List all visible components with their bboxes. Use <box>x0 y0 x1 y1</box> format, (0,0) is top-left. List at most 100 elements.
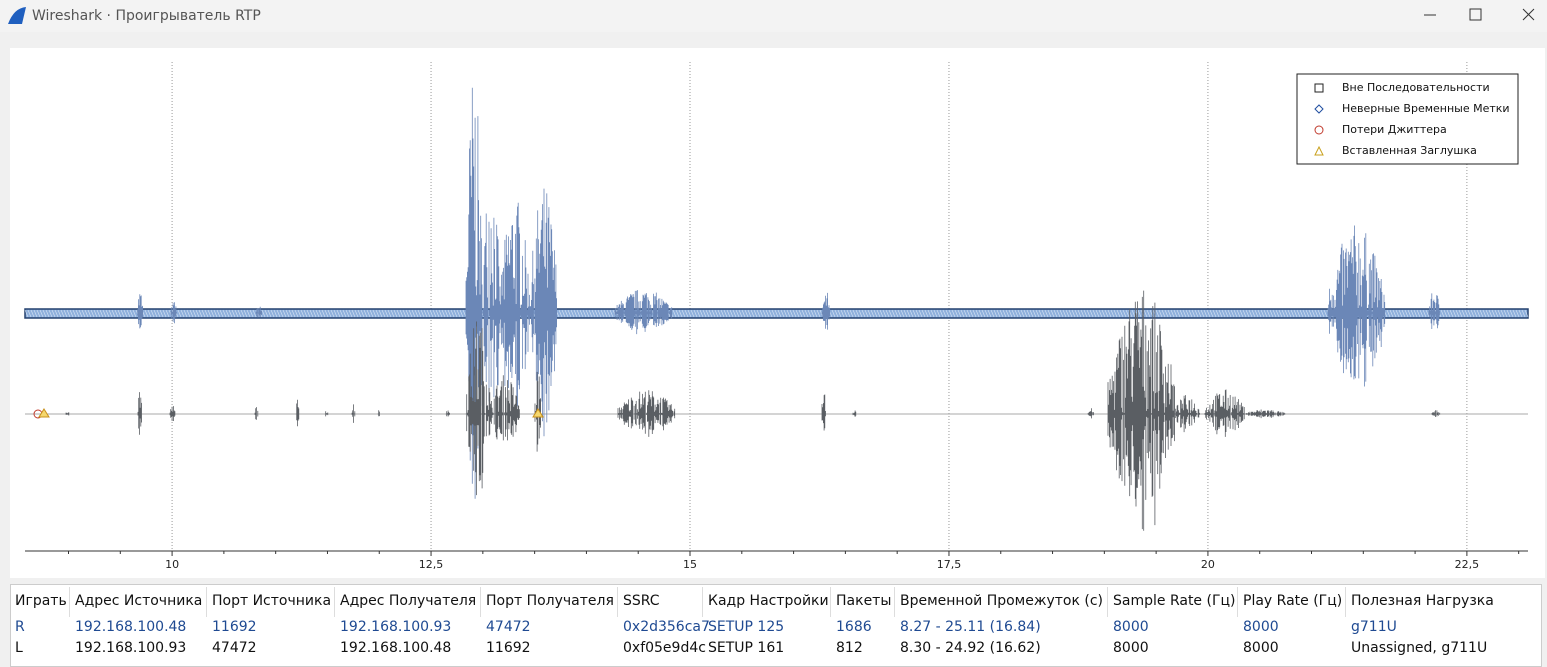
band-hatch <box>1251 309 1256 318</box>
column-header[interactable]: SSRC <box>623 593 660 609</box>
band-hatch <box>867 309 872 318</box>
band-hatch <box>252 309 257 318</box>
band-hatch <box>1167 309 1172 318</box>
column-separator <box>617 587 618 617</box>
band-hatch <box>1245 309 1250 318</box>
band-hatch <box>366 309 371 318</box>
band-hatch <box>558 309 563 318</box>
band-hatch <box>1038 309 1043 318</box>
band-hatch <box>918 309 923 318</box>
column-header[interactable]: Адрес Получателя <box>340 593 477 609</box>
band-hatch <box>1305 309 1310 318</box>
column-separator <box>830 587 831 617</box>
table-cell[interactable]: L <box>15 640 23 656</box>
band-hatch <box>1041 309 1046 318</box>
band-hatch <box>570 309 575 318</box>
band-hatch <box>1017 309 1022 318</box>
x-tick-label: 22,5 <box>1455 558 1480 571</box>
band-hatch <box>603 309 608 318</box>
band-hatch <box>588 309 593 318</box>
band-hatch <box>132 309 137 318</box>
band-hatch <box>1521 309 1526 318</box>
band-hatch <box>267 309 272 318</box>
band-hatch <box>840 309 845 318</box>
band-hatch <box>939 309 944 318</box>
column-header[interactable]: Play Rate (Гц) <box>1243 593 1343 609</box>
band-hatch <box>441 309 446 318</box>
band-hatch <box>306 309 311 318</box>
band-hatch <box>48 309 53 318</box>
band-hatch <box>1008 309 1013 318</box>
column-header[interactable]: Порт Источника <box>212 593 332 609</box>
column-header[interactable]: Кадр Настройки <box>708 593 829 609</box>
column-separator <box>480 587 481 617</box>
table-cell[interactable]: R <box>15 619 25 635</box>
band-hatch <box>711 309 716 318</box>
band-hatch <box>1146 309 1151 318</box>
band-hatch <box>315 309 320 318</box>
band-hatch <box>750 309 755 318</box>
band-hatch <box>426 309 431 318</box>
column-header[interactable]: Временной Промежуток (с) <box>900 593 1103 609</box>
band-hatch <box>699 309 704 318</box>
band-hatch <box>1182 309 1187 318</box>
band-hatch <box>276 309 281 318</box>
band-hatch <box>93 309 98 318</box>
table-cell: 8.30 - 24.92 (16.62) <box>900 640 1041 656</box>
column-header[interactable]: Sample Rate (Гц) <box>1113 593 1236 609</box>
band-hatch <box>693 309 698 318</box>
band-hatch <box>390 309 395 318</box>
band-hatch <box>609 309 614 318</box>
band-hatch <box>420 309 425 318</box>
band-hatch <box>837 309 842 318</box>
band-hatch <box>447 309 452 318</box>
maximize-button[interactable] <box>1469 8 1482 21</box>
column-header[interactable]: Пакеты <box>836 593 892 609</box>
band-hatch <box>1116 309 1121 318</box>
band-hatch <box>585 309 590 318</box>
band-hatch <box>780 309 785 318</box>
column-header[interactable]: Порт Получателя <box>486 593 614 609</box>
band-hatch <box>1416 309 1421 318</box>
band-hatch <box>951 309 956 318</box>
band-hatch <box>1155 309 1160 318</box>
band-hatch <box>309 309 314 318</box>
band-hatch <box>1242 309 1247 318</box>
band-hatch <box>312 309 317 318</box>
band-hatch <box>1059 309 1064 318</box>
close-button[interactable] <box>1522 8 1535 21</box>
band-hatch <box>1035 309 1040 318</box>
band-hatch <box>1314 309 1319 318</box>
band-hatch <box>1509 309 1514 318</box>
band-hatch <box>561 309 566 318</box>
band-hatch <box>318 309 323 318</box>
band-hatch <box>453 309 458 318</box>
band-hatch <box>240 309 245 318</box>
band-hatch <box>810 309 815 318</box>
band-hatch <box>324 309 329 318</box>
band-hatch <box>714 309 719 318</box>
band-hatch <box>1452 309 1457 318</box>
band-hatch <box>270 309 275 318</box>
band-hatch <box>1209 309 1214 318</box>
band-hatch <box>105 309 110 318</box>
column-header[interactable]: Адрес Источника <box>75 593 203 609</box>
band-hatch <box>114 309 119 318</box>
band-hatch <box>1221 309 1226 318</box>
band-hatch <box>156 309 161 318</box>
window-title: Wireshark · Проигрыватель RTP <box>32 8 261 24</box>
band-hatch <box>1197 309 1202 318</box>
column-header[interactable]: Полезная Нагрузка <box>1351 593 1494 609</box>
band-hatch <box>1188 309 1193 318</box>
band-hatch <box>1227 309 1232 318</box>
column-header[interactable]: Играть <box>15 593 67 609</box>
band-hatch <box>384 309 389 318</box>
band-hatch <box>237 309 242 318</box>
band-hatch <box>786 309 791 318</box>
band-hatch <box>1233 309 1238 318</box>
waveform <box>137 87 1440 499</box>
band-hatch <box>1110 309 1115 318</box>
band-hatch <box>216 309 221 318</box>
legend-symbol <box>1314 125 1324 135</box>
band-hatch <box>1053 309 1058 318</box>
